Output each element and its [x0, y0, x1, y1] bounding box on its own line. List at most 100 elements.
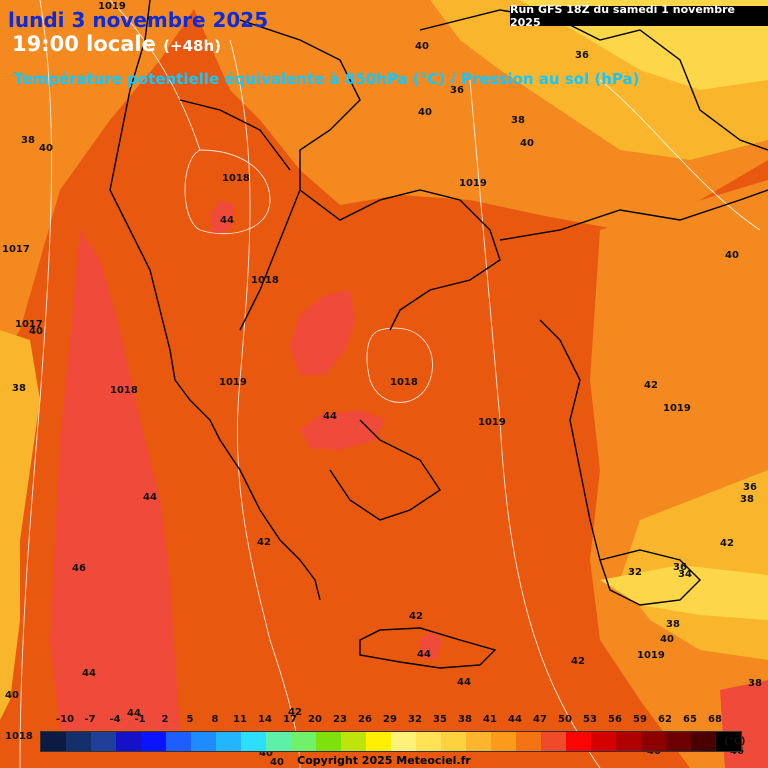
- theta-label: 32: [628, 567, 642, 578]
- field-red-w: [50, 230, 180, 730]
- legend-tick-label: 50: [558, 714, 572, 725]
- pressure-label: 1018: [390, 377, 418, 388]
- legend-swatch: [516, 732, 541, 751]
- legend-tick-label: 26: [358, 714, 372, 725]
- theta-label: 44: [143, 492, 157, 503]
- theta-label: 40: [5, 690, 19, 701]
- theta-label: 38: [748, 678, 762, 689]
- map-title: Température potentielle équivalente à 85…: [14, 70, 640, 88]
- legend-swatch: [166, 732, 191, 751]
- theta-label: 44: [323, 411, 337, 422]
- theta-label: 40: [660, 634, 674, 645]
- legend-tick-label: 47: [533, 714, 547, 725]
- theta-label: 40: [270, 757, 284, 768]
- pressure-label: 1018: [110, 385, 138, 396]
- legend-swatch: [591, 732, 616, 751]
- theta-label: 38: [12, 383, 26, 394]
- run-info: Run GFS 18Z du samedi 1 novembre 2025: [510, 3, 768, 29]
- legend-tick-label: 56: [608, 714, 622, 725]
- pressure-label: 1019: [98, 1, 126, 12]
- pressure-label: 1017: [15, 319, 43, 330]
- legend-tick-label: 17: [283, 714, 297, 725]
- legend-tick-label: 29: [383, 714, 397, 725]
- pressure-label: 1019: [478, 417, 506, 428]
- legend-tick-label: 44: [508, 714, 522, 725]
- legend-swatch: [416, 732, 441, 751]
- legend-tick-label: -10: [55, 714, 75, 725]
- legend-swatch: [641, 732, 666, 751]
- legend-swatch: [41, 732, 66, 751]
- pressure-label: 1019: [663, 403, 691, 414]
- copyright: Copyright 2025 Meteociel.fr: [297, 754, 471, 767]
- theta-label: 40: [520, 138, 534, 149]
- field-red-patch-1: [290, 290, 355, 375]
- legend-swatch: [616, 732, 641, 751]
- theta-label: 46: [72, 563, 86, 574]
- theta-label: 38: [740, 494, 754, 505]
- legend-swatch: [691, 732, 716, 751]
- theta-label: 36: [673, 562, 687, 573]
- legend-swatch: [141, 732, 166, 751]
- legend-swatch: [666, 732, 691, 751]
- field-yellow-se: [600, 565, 768, 620]
- theta-label: 40: [29, 326, 43, 337]
- theta-label: 44: [220, 215, 234, 226]
- isobars: [19, 0, 761, 768]
- theta-label: 38: [21, 135, 35, 146]
- legend-tick-label: -1: [134, 714, 146, 725]
- legend-tick-label: 59: [633, 714, 647, 725]
- pressure-label: 1017: [2, 244, 30, 255]
- legend-tick-label: 41: [483, 714, 497, 725]
- theta-label: 42: [288, 707, 302, 718]
- legend-tick-label: 20: [308, 714, 322, 725]
- legend-swatch: [566, 732, 591, 751]
- field-red-patch-2: [300, 410, 385, 450]
- theta-label: 42: [257, 537, 271, 548]
- legend-unit: (°C): [724, 736, 746, 747]
- legend-swatch: [241, 732, 266, 751]
- theta-label: 36: [575, 50, 589, 61]
- field-yellow-orange-w: [0, 330, 40, 720]
- legend-tick-label: 11: [233, 714, 247, 725]
- legend-tick-label: 14: [258, 714, 272, 725]
- legend-tick-label: 5: [186, 714, 194, 725]
- legend-swatch: [341, 732, 366, 751]
- theta-label: 38: [666, 619, 680, 630]
- forecast-date: lundi 3 novembre 2025: [8, 8, 269, 32]
- legend-swatch: [466, 732, 491, 751]
- legend-swatch: [291, 732, 316, 751]
- theta-label: 42: [720, 538, 734, 549]
- legend-swatch: [66, 732, 91, 751]
- legend-swatch: [716, 732, 741, 751]
- pressure-label: 1019: [459, 178, 487, 189]
- legend-swatch: [366, 732, 391, 751]
- theta-label: 34: [678, 569, 692, 580]
- field-red-patch-3: [210, 200, 235, 235]
- time-value: 19:00 locale: [12, 32, 156, 56]
- theta-label: 40: [415, 41, 429, 52]
- legend-tick-label: 62: [658, 714, 672, 725]
- legend-swatch: [116, 732, 141, 751]
- pressure-label: 1018: [251, 275, 279, 286]
- legend-tick-label: 8: [211, 714, 219, 725]
- theta-label: 42: [409, 611, 423, 622]
- forecast-time: 19:00 locale (+48h): [12, 32, 221, 56]
- legend-tick-label: 38: [458, 714, 472, 725]
- theta-label: 42: [644, 380, 658, 391]
- legend-swatch: [441, 732, 466, 751]
- legend-swatch: [216, 732, 241, 751]
- theta-label: 40: [259, 748, 273, 759]
- pressure-label: 1018: [222, 173, 250, 184]
- legend-tick-label: -4: [109, 714, 121, 725]
- legend-tick-label: 23: [333, 714, 347, 725]
- legend-swatch: [316, 732, 341, 751]
- legend-tick-label: 53: [583, 714, 597, 725]
- theta-label: 44: [82, 668, 96, 679]
- theta-label: 40: [39, 143, 53, 154]
- theta-label: 36: [450, 85, 464, 96]
- theta-label: 40: [725, 250, 739, 261]
- legend-tick-label: -7: [84, 714, 96, 725]
- legend-swatch: [91, 732, 116, 751]
- pressure-label: 1019: [219, 377, 247, 388]
- theta-label: 44: [127, 708, 141, 719]
